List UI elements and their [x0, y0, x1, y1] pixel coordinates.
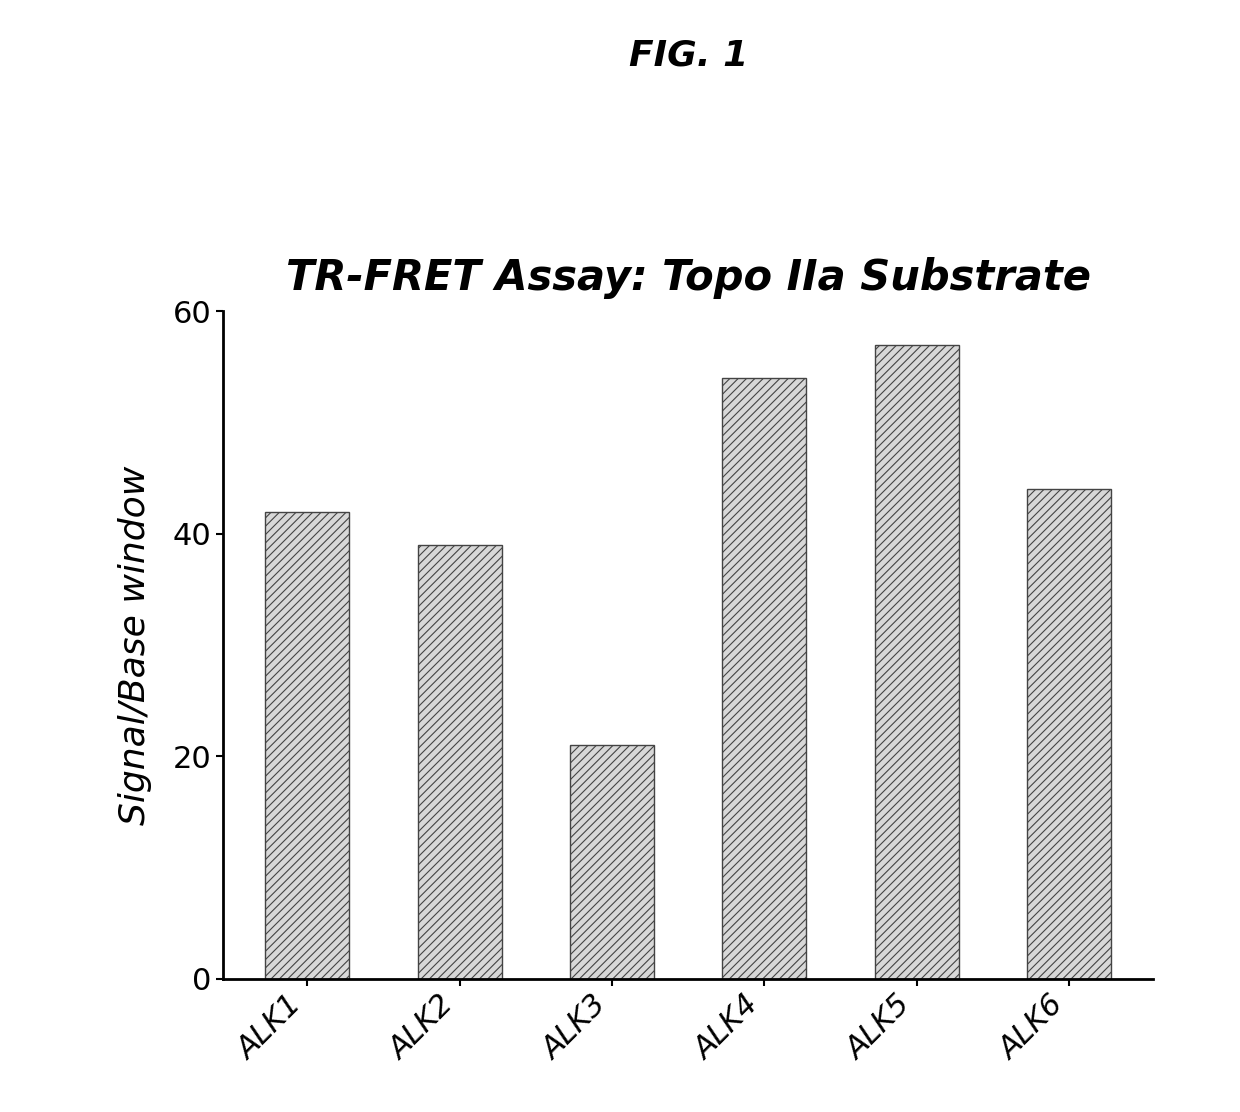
Text: FIG. 1: FIG. 1 [629, 39, 748, 72]
Bar [1027, 489, 1111, 979]
Bar [418, 545, 502, 979]
Bar [265, 512, 350, 979]
Bar [570, 745, 653, 979]
Text: TR-FRET Assay: Topo IIa Substrate: TR-FRET Assay: Topo IIa Substrate [285, 257, 1091, 299]
Bar [874, 345, 959, 979]
Bar [723, 378, 806, 979]
Y-axis label: Signal/Base window: Signal/Base window [118, 465, 151, 825]
